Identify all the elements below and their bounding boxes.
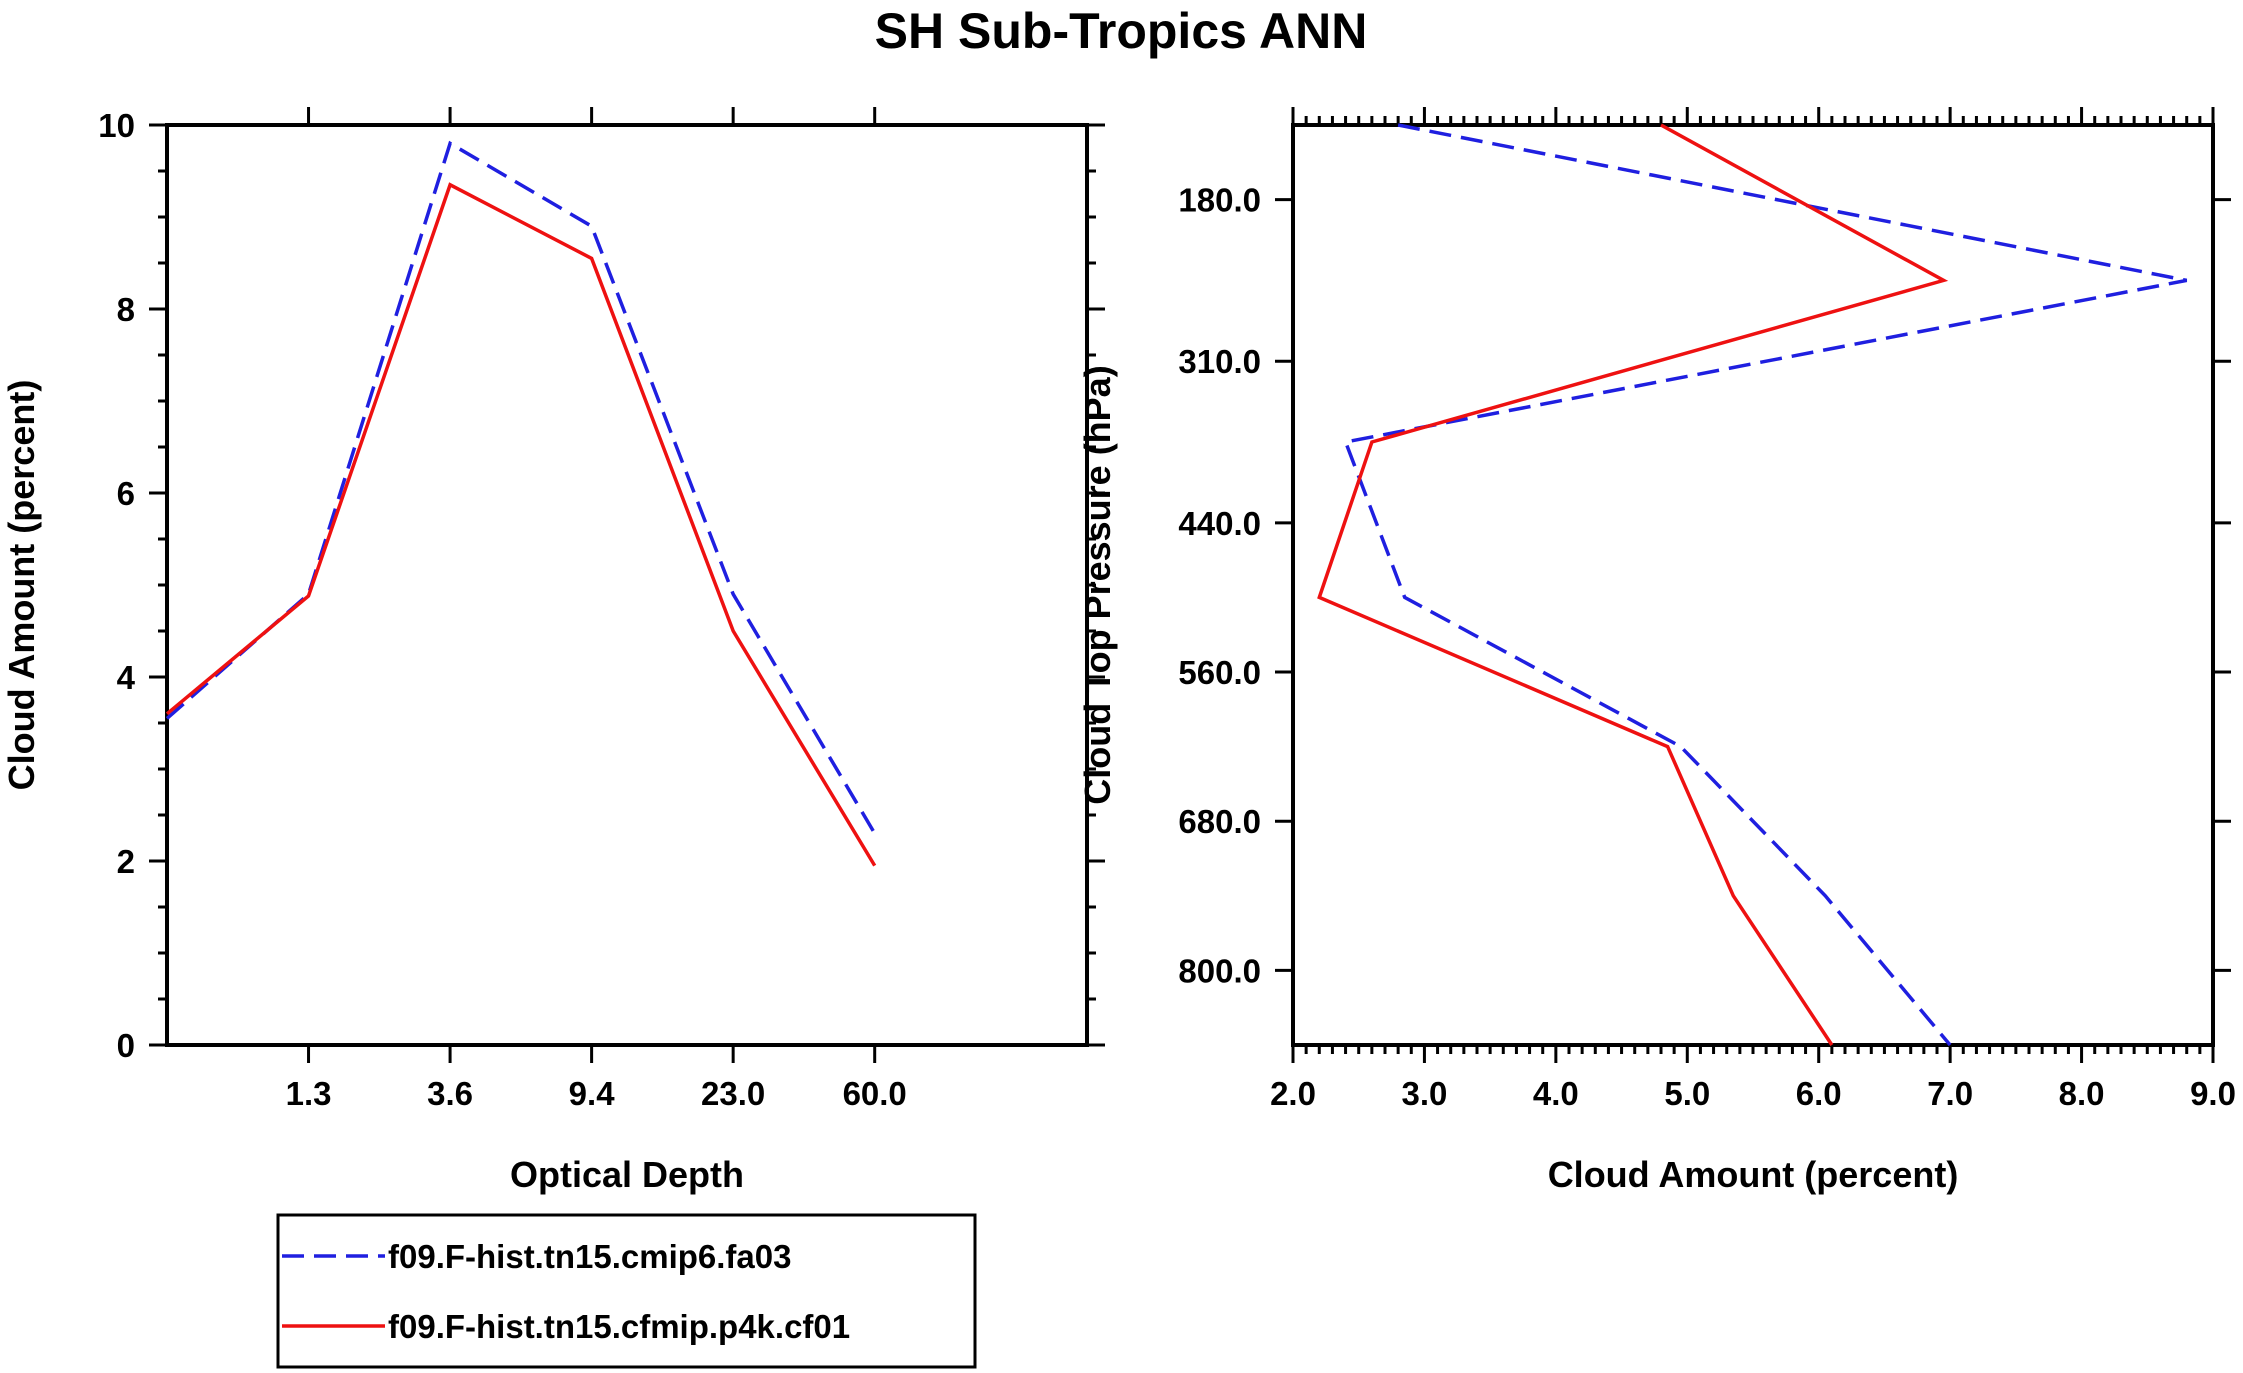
left-y-axis-title: Cloud Amount (percent): [1, 380, 42, 791]
right-y-tick-label: 800.0: [1178, 952, 1261, 989]
left-x-tick-label: 3.6: [427, 1075, 473, 1112]
left-y-tick-label: 4: [117, 659, 136, 696]
legend-items: f09.F-hist.tn15.cmip6.fa03 f09.F-hist.tn1…: [282, 1238, 850, 1345]
chart-title: SH Sub-Tropics ANN: [875, 3, 1368, 59]
right-x-tick-label: 4.0: [1533, 1075, 1579, 1112]
right-series-line: [1343, 123, 2188, 1047]
right-y-tick-label: 440.0: [1178, 505, 1261, 542]
left-y-tick-label: 2: [117, 843, 135, 880]
right-x-tick-label: 3.0: [1401, 1075, 1447, 1112]
right-x-tick-label: 6.0: [1796, 1075, 1842, 1112]
right-y-tick-label: 680.0: [1178, 803, 1261, 840]
left-tick-labels: 0 2 4 6 8 10 1.3 3.6 9.4 23.0 60.0: [98, 107, 907, 1112]
right-x-tick-label: 8.0: [2059, 1075, 2105, 1112]
left-x-tick-label: 60.0: [843, 1075, 907, 1112]
right-x-tick-label: 5.0: [1664, 1075, 1710, 1112]
left-x-tick-label: 1.3: [286, 1075, 332, 1112]
left-x-tick-label: 9.4: [569, 1075, 616, 1112]
left-panel: 0 2 4 6 8 10 1.3 3.6 9.4 23.0 60.0 Optical Depth C…: [1, 107, 1105, 1195]
left-plot-frame: [165, 123, 1089, 1047]
left-ticks: [149, 107, 1105, 1063]
left-y-tick-label: 8: [117, 291, 135, 328]
left-series-line: [165, 182, 877, 867]
left-y-tick-label: 0: [117, 1027, 135, 1064]
left-x-tick-label: 23.0: [701, 1075, 765, 1112]
right-tick-labels: 2.0 3.0 4.0 5.0 6.0 7.0 8.0 9.0 180.0 310.0 440.0 5…: [1178, 182, 2236, 1112]
right-x-axis-title: Cloud Amount (percent): [1548, 1154, 1959, 1195]
right-y-tick-label: 180.0: [1178, 182, 1261, 219]
right-x-tick-label: 2.0: [1270, 1075, 1316, 1112]
right-y-axis-title: Cloud Top Pressure (hPa): [1077, 365, 1118, 804]
right-series-line: [1317, 123, 1949, 1046]
left-series-line: [165, 140, 877, 835]
right-y-tick-label: 310.0: [1178, 343, 1261, 380]
right-plot-frame: [1291, 123, 2215, 1047]
right-x-tick-label: 7.0: [1927, 1075, 1973, 1112]
legend-label: f09.F-hist.tn15.cmip6.fa03: [388, 1238, 791, 1275]
right-series: [1317, 123, 2188, 1047]
left-y-tick-label: 10: [98, 107, 135, 144]
legend-box: [276, 1213, 977, 1369]
left-y-tick-label: 6: [117, 475, 135, 512]
legend-label: f09.F-hist.tn15.cfmip.p4k.cf01: [388, 1308, 850, 1345]
right-ticks: [1275, 107, 2231, 1063]
left-series: [165, 140, 877, 867]
left-x-axis-title: Optical Depth: [510, 1154, 744, 1195]
right-y-tick-label: 560.0: [1178, 654, 1261, 691]
right-x-tick-label: 9.0: [2190, 1075, 2236, 1112]
legend: f09.F-hist.tn15.cmip6.fa03 f09.F-hist.tn1…: [276, 1213, 977, 1369]
right-panel: 2.0 3.0 4.0 5.0 6.0 7.0 8.0 9.0 180.0 310.0 440.0 5…: [1077, 107, 2236, 1195]
